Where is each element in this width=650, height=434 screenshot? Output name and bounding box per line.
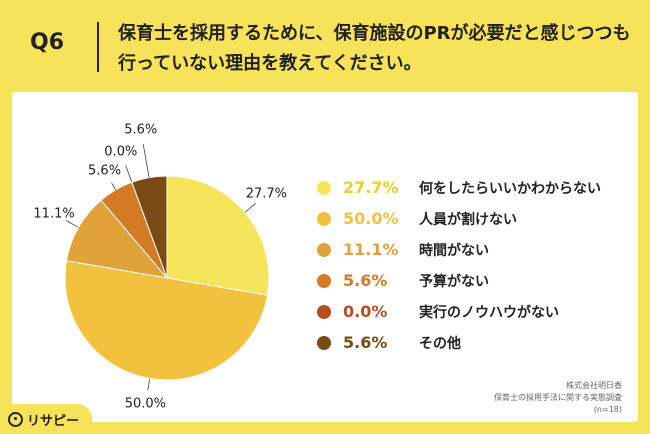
legend-swatch-4 [317, 273, 331, 288]
legend-label-2: 人員が割けない [419, 211, 517, 228]
legend-value-1: 27.7% [343, 178, 399, 197]
legend-label-1: 何をしたらいいかわからない [419, 180, 601, 197]
legend-item-6: 5.6% その他 [317, 327, 617, 358]
question-number: Q6 [30, 30, 65, 55]
slice-label-5: 0.0% [104, 144, 138, 160]
legend-item-3: 11.1% 時間がない [317, 234, 617, 265]
legend-label-3: 時間がない [419, 242, 489, 259]
legend: 27.7% 何をしたらいいかわからない 50.0% 人員が割けない 11.1% 時間がない… [317, 172, 617, 358]
question-text: 保育士を採用するために、保育施設のPRが必要だと感じつつも行っていない理由を教え… [118, 23, 631, 74]
brand-logo: リサピー [0, 404, 92, 434]
slice-label-2: 50.0% [124, 396, 167, 412]
legend-swatch-1 [317, 180, 331, 195]
source-note: 株式会社明日香 保育士の採用手法に関する実態調査 (n=18) [494, 380, 622, 416]
legend-item-2: 50.0% 人員が割けない [317, 203, 617, 234]
legend-item-1: 27.7% 何をしたらいいかわからない [317, 172, 617, 203]
logo-text: リサピー [27, 413, 80, 429]
pie-slice-6 [131, 175, 168, 279]
pie-slice-2 [64, 260, 269, 381]
source-sample-size: (n=18) [593, 405, 622, 414]
legend-swatch-3 [317, 242, 331, 257]
chart-card: 27.7% 50.0% 11.1% 5.6% 0.0% 5.6% 27.7% 何をしたらいい… [12, 92, 638, 422]
legend-swatch-2 [317, 211, 331, 226]
legend-label-5: 実行のノウハウがない [419, 304, 559, 321]
leader-line-4 [111, 182, 116, 191]
slice-label-6: 5.6% [124, 122, 158, 138]
legend-value-3: 11.1% [343, 240, 399, 259]
leader-line-6 [142, 144, 150, 178]
legend-value-6: 5.6% [343, 333, 388, 352]
legend-swatch-6 [317, 335, 331, 350]
legend-item-4: 5.6% 予算がない [317, 265, 617, 296]
source-company: 株式会社明日香 [566, 381, 622, 390]
legend-value-2: 50.0% [343, 209, 399, 228]
legend-item-5: 0.0% 実行のノウハウがない [317, 296, 617, 327]
pie-slice-3 [65, 199, 169, 279]
slice-label-4: 5.6% [88, 163, 122, 179]
pie-chart [64, 144, 270, 391]
leader-line-3 [66, 220, 79, 228]
leader-line-2 [147, 378, 151, 391]
leader-line-1 [244, 202, 256, 213]
logo-mark-icon [8, 411, 23, 427]
legend-label-6: その他 [419, 335, 461, 352]
header-divider [97, 22, 99, 72]
slice-label-1: 27.7% [245, 186, 288, 202]
question-header: Q6 保育士を採用するために、保育施設のPRが必要だと感じつつも行っていない理由… [0, 0, 650, 92]
legend-swatch-5 [317, 304, 331, 319]
legend-value-4: 5.6% [343, 271, 388, 290]
leader-line-5 [125, 165, 133, 183]
legend-value-5: 0.0% [343, 302, 388, 321]
legend-label-4: 予算がない [419, 273, 489, 290]
source-survey: 保育士の採用手法に関する実態調査 [494, 393, 622, 402]
slice-label-3: 11.1% [33, 206, 75, 222]
